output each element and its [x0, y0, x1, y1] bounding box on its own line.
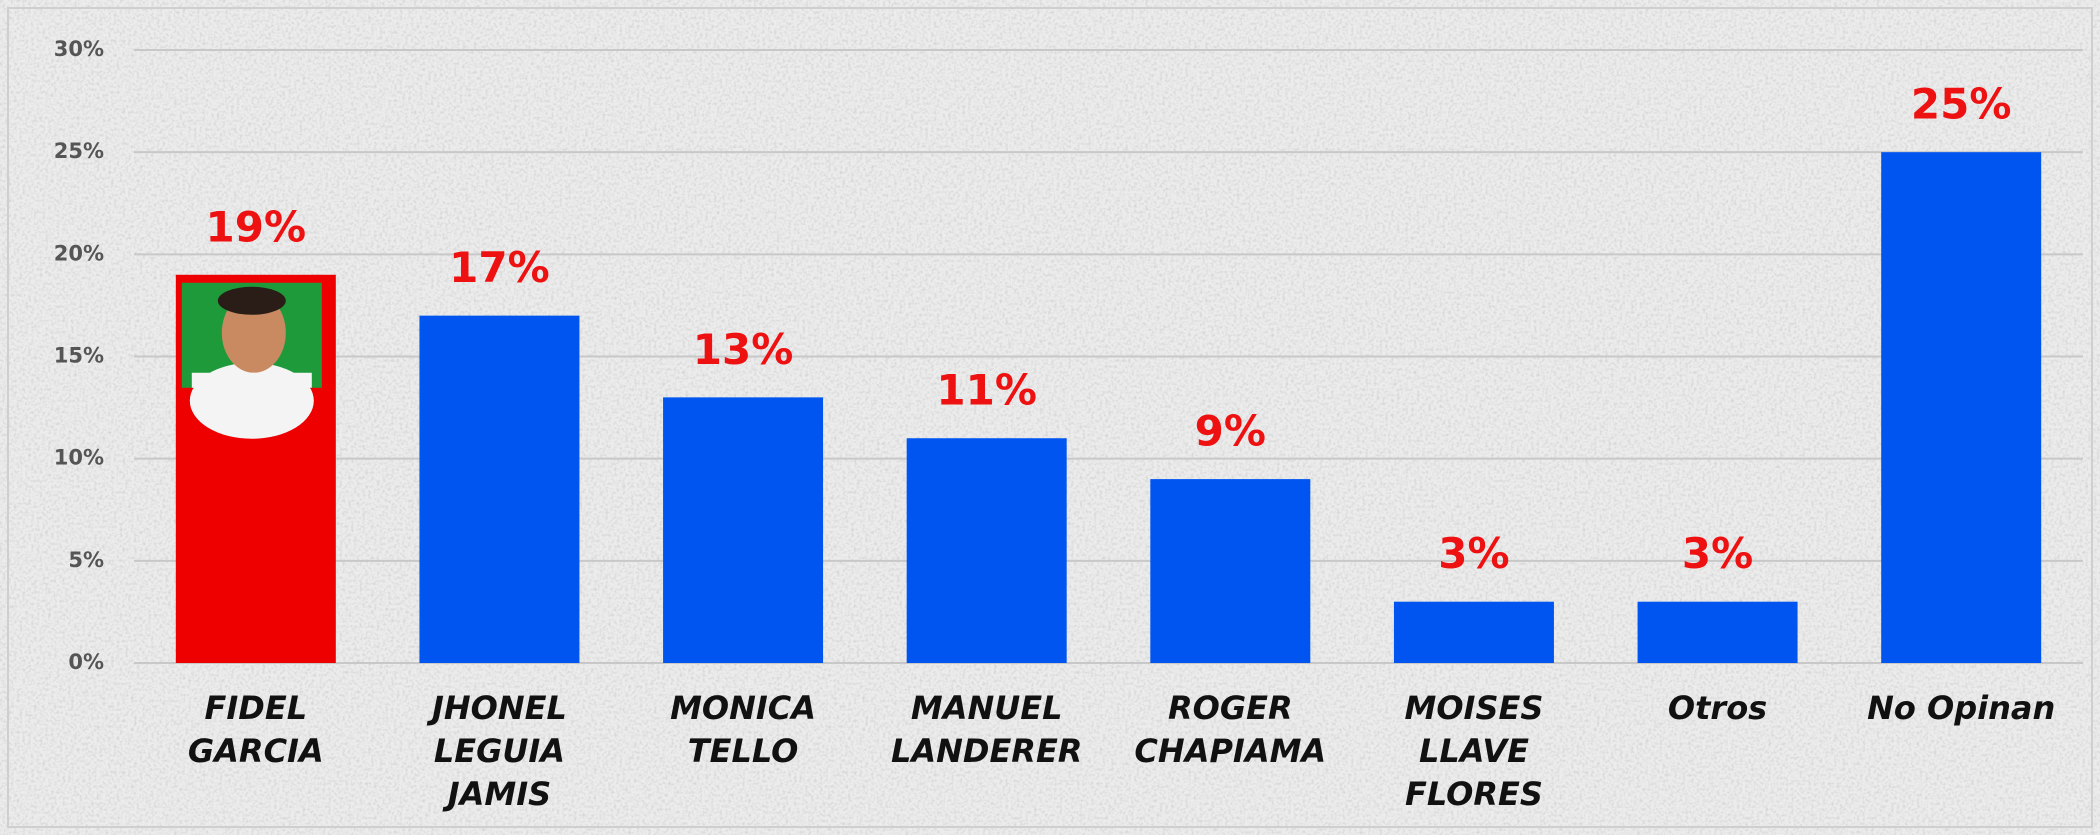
- x-tick-label: GARCIA: [188, 732, 324, 770]
- x-tick-label: FLORES: [1405, 775, 1543, 813]
- y-tick-label: 0%: [68, 650, 104, 674]
- bar: [1150, 479, 1310, 663]
- value-label: 9%: [1195, 407, 1266, 456]
- value-label: 25%: [1911, 80, 2012, 129]
- value-label: 17%: [449, 243, 550, 292]
- bar: [1638, 602, 1798, 663]
- x-tick-label: FIDEL: [205, 689, 308, 727]
- value-label: 3%: [1682, 529, 1753, 578]
- chart: 0% 5% 10% 15% 20% 25% 30% FIDEL GARCIA 19% JHONEL L…: [0, 0, 2100, 835]
- value-label: 11%: [936, 366, 1037, 415]
- x-tick-label: LLAVE: [1419, 732, 1529, 770]
- x-tick-label: CHAPIAMA: [1134, 732, 1326, 770]
- x-tick-label: MOISES: [1404, 689, 1543, 727]
- x-tick-label: LEGUIA: [434, 732, 565, 770]
- value-label: 19%: [206, 202, 307, 251]
- y-tick-label: 25%: [54, 139, 104, 163]
- bar: [1881, 152, 2041, 663]
- value-label: 13%: [693, 325, 794, 374]
- y-tick-label: 30%: [54, 37, 104, 61]
- x-tick-label: ROGER: [1168, 689, 1293, 727]
- y-tick-label: 10%: [54, 446, 104, 470]
- x-tick-label: JHONEL: [426, 689, 567, 727]
- bar: [1394, 602, 1554, 663]
- bar: [419, 316, 579, 663]
- photo-shirt-base: [192, 373, 312, 388]
- photo-hair: [218, 287, 286, 315]
- x-tick-label: No Opinan: [1867, 689, 2055, 727]
- x-tick-label: MONICA: [670, 689, 816, 727]
- x-tick-label: TELLO: [688, 732, 799, 770]
- x-tick-label: MANUEL: [911, 689, 1063, 727]
- x-tick-label: LANDERER: [891, 732, 1083, 770]
- y-tick-label: 20%: [54, 241, 104, 265]
- y-tick-label: 5%: [68, 548, 104, 572]
- x-tick-label: Otros: [1668, 689, 1767, 727]
- y-tick-label: 15%: [54, 344, 104, 368]
- bar: [663, 397, 823, 663]
- x-tick-label: JAMIS: [442, 775, 551, 813]
- value-label: 3%: [1438, 529, 1509, 578]
- bar: [907, 438, 1067, 663]
